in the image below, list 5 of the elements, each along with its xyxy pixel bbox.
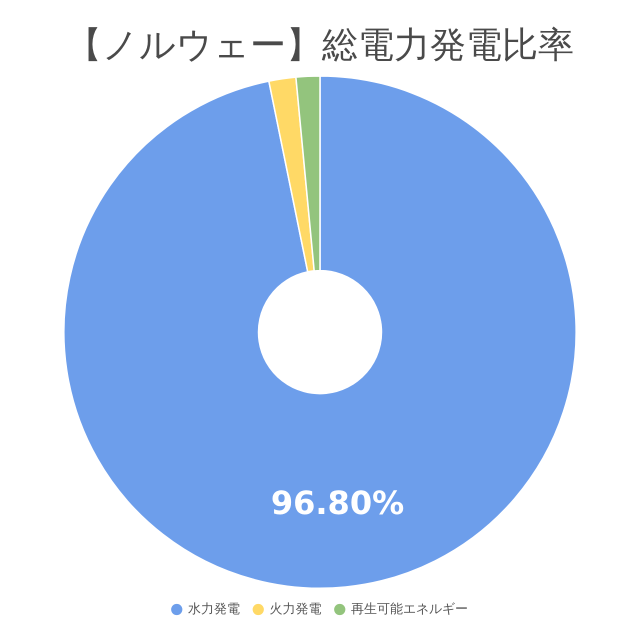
data-label: 96.80% [270,484,404,522]
legend-label: 火力発電 [269,602,322,617]
legend-label: 再生可能エネルギー [350,602,468,617]
chart-title: 【ノルウェー】総電力発電比率 [66,24,574,66]
legend-label: 水力発電 [188,602,240,617]
